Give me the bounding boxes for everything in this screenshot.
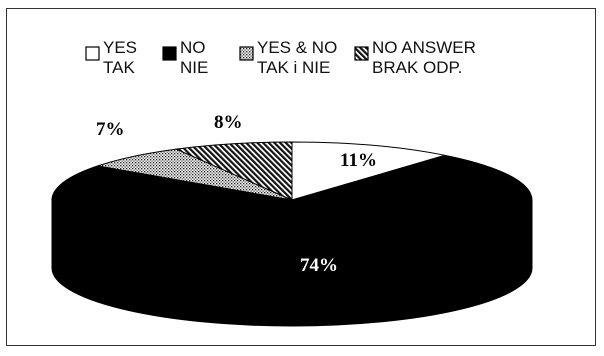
legend-label-yes_no: TAK i NIE [257, 58, 330, 77]
legend-label-no_answer: BRAK ODP. [372, 58, 462, 77]
legend-swatch-no [162, 46, 177, 61]
data-label-yes_no: 7% [96, 119, 125, 140]
data-label-no: 74% [300, 255, 338, 276]
legend-label-no: NO [180, 38, 206, 57]
legend-swatch-no_answer [354, 46, 369, 61]
legend-swatch-yes_no [239, 46, 254, 61]
pie-slice-yes [291, 141, 446, 201]
pie-top [51, 141, 533, 259]
legend-label-yes: YES [103, 38, 137, 57]
legend-swatch-yes [85, 46, 100, 61]
pie-slice-no [51, 154, 533, 259]
pie [51, 141, 533, 327]
legend-label-no_answer: NO ANSWER [372, 38, 476, 57]
legend-label-yes: TAK [103, 58, 135, 77]
legend-label-yes_no: YES & NO [257, 38, 337, 57]
data-label-no_answer: 8% [214, 112, 243, 133]
pie-slice-no_answer [174, 141, 293, 201]
data-labels: 11% 74% 7% 8% [96, 112, 377, 276]
data-label-yes: 11% [340, 150, 377, 171]
legend-label-no: NIE [180, 58, 208, 77]
pie-slice-yes_no [97, 148, 293, 201]
